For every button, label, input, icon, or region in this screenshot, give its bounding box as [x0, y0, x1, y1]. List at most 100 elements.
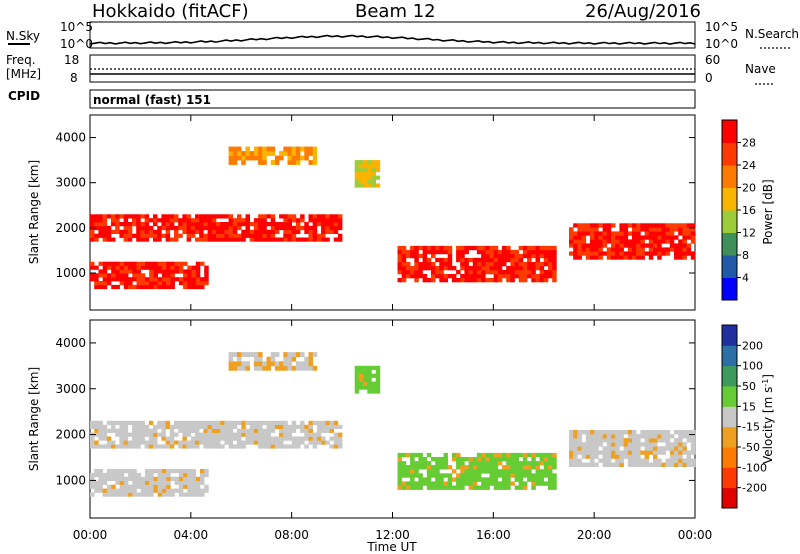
echo-cell	[514, 457, 520, 462]
echo-cell	[535, 274, 540, 279]
echo-cell	[514, 249, 520, 255]
echo-cell	[187, 472, 192, 478]
echo-cell	[119, 269, 125, 274]
echo-cell	[312, 420, 318, 425]
echo-cell	[506, 274, 511, 279]
echo-cell	[207, 233, 213, 238]
echo-cell	[447, 266, 453, 271]
echo-cell	[232, 218, 238, 223]
echo-cell	[157, 424, 162, 429]
velocity-echoes	[90, 352, 696, 497]
echo-cell	[165, 233, 171, 238]
echo-cell	[312, 352, 318, 357]
echo-cell	[94, 281, 99, 286]
echo-cell	[304, 151, 309, 156]
echo-cell	[157, 229, 162, 234]
echo-cell	[510, 266, 515, 271]
echo-cell	[485, 457, 490, 462]
echo-cell	[98, 214, 103, 219]
echo-cell	[316, 436, 322, 441]
echo-cell	[367, 171, 372, 176]
echo-cell	[106, 444, 112, 449]
echo-cell	[485, 266, 490, 271]
echo-cell	[195, 281, 201, 286]
echo-cell	[514, 257, 520, 263]
echo-cell	[186, 218, 192, 223]
echo-cell	[653, 450, 658, 455]
echo-cell	[577, 239, 582, 244]
echo-cell	[418, 457, 423, 462]
echo-cell	[224, 237, 229, 242]
echo-cell	[611, 454, 616, 459]
echo-cell	[510, 253, 515, 259]
echo-cell	[502, 481, 507, 486]
echo-cell	[241, 444, 246, 449]
echo-cell	[627, 251, 633, 256]
echo-cell	[640, 458, 645, 463]
echo-cell	[410, 477, 415, 482]
echo-cell	[497, 262, 503, 267]
echo-cell	[527, 469, 532, 474]
echo-cell	[472, 278, 478, 283]
echo-cell	[211, 229, 217, 234]
echo-cell	[199, 436, 204, 441]
echo-cell	[531, 249, 536, 255]
echo-cell	[644, 243, 650, 248]
power-colorbar-label: Power [dB]	[761, 179, 775, 244]
echo-cell	[145, 488, 150, 493]
echo-cell	[200, 488, 205, 493]
echo-cell	[232, 225, 238, 231]
echo-cell	[132, 218, 137, 223]
echo-cell	[615, 235, 620, 240]
colorbar-segment	[722, 365, 737, 387]
echo-cell	[506, 257, 511, 263]
echo-cell	[460, 245, 465, 251]
echo-cell	[186, 229, 192, 234]
echo-cell	[451, 266, 457, 271]
echo-cell	[510, 257, 515, 263]
echo-cell	[493, 481, 499, 486]
echo-cell	[199, 424, 204, 429]
echo-cell	[216, 432, 221, 437]
echo-cell	[115, 420, 120, 425]
echo-cell	[414, 245, 419, 251]
nave-tick-top: 60	[705, 53, 720, 67]
echo-cell	[98, 281, 103, 286]
echo-cell	[237, 218, 242, 223]
echo-cell	[581, 251, 587, 256]
echo-cell	[216, 237, 221, 242]
echo-cell	[481, 461, 486, 466]
echo-cell	[149, 484, 154, 489]
echo-cell	[548, 257, 553, 263]
echo-cell	[611, 434, 616, 439]
echo-cell	[657, 223, 662, 228]
echo-cell	[291, 233, 297, 238]
echo-cell	[514, 469, 520, 474]
echo-cell	[199, 233, 204, 238]
echo-cell	[594, 251, 599, 256]
echo-cell	[102, 284, 108, 290]
echo-cell	[182, 225, 187, 231]
echo-cell	[123, 269, 129, 274]
echo-cell	[304, 365, 309, 371]
echo-cell	[211, 432, 217, 437]
echo-cell	[241, 432, 246, 437]
echo-cell	[375, 365, 381, 370]
colorbar-segment	[722, 120, 737, 143]
echo-cell	[232, 432, 238, 437]
echo-cell	[111, 273, 116, 278]
echo-cell	[648, 442, 654, 447]
echo-cell	[573, 458, 578, 463]
echo-cell	[224, 222, 229, 227]
echo-cell	[493, 477, 499, 482]
echo-cell	[460, 274, 465, 279]
echo-cell	[489, 266, 494, 271]
echo-cell	[481, 274, 486, 279]
echo-cell	[493, 473, 499, 478]
echo-cell	[333, 229, 339, 234]
echo-cell	[94, 480, 99, 485]
echo-cell	[207, 237, 213, 242]
echo-cell	[585, 223, 591, 228]
echo-cell	[653, 458, 658, 463]
